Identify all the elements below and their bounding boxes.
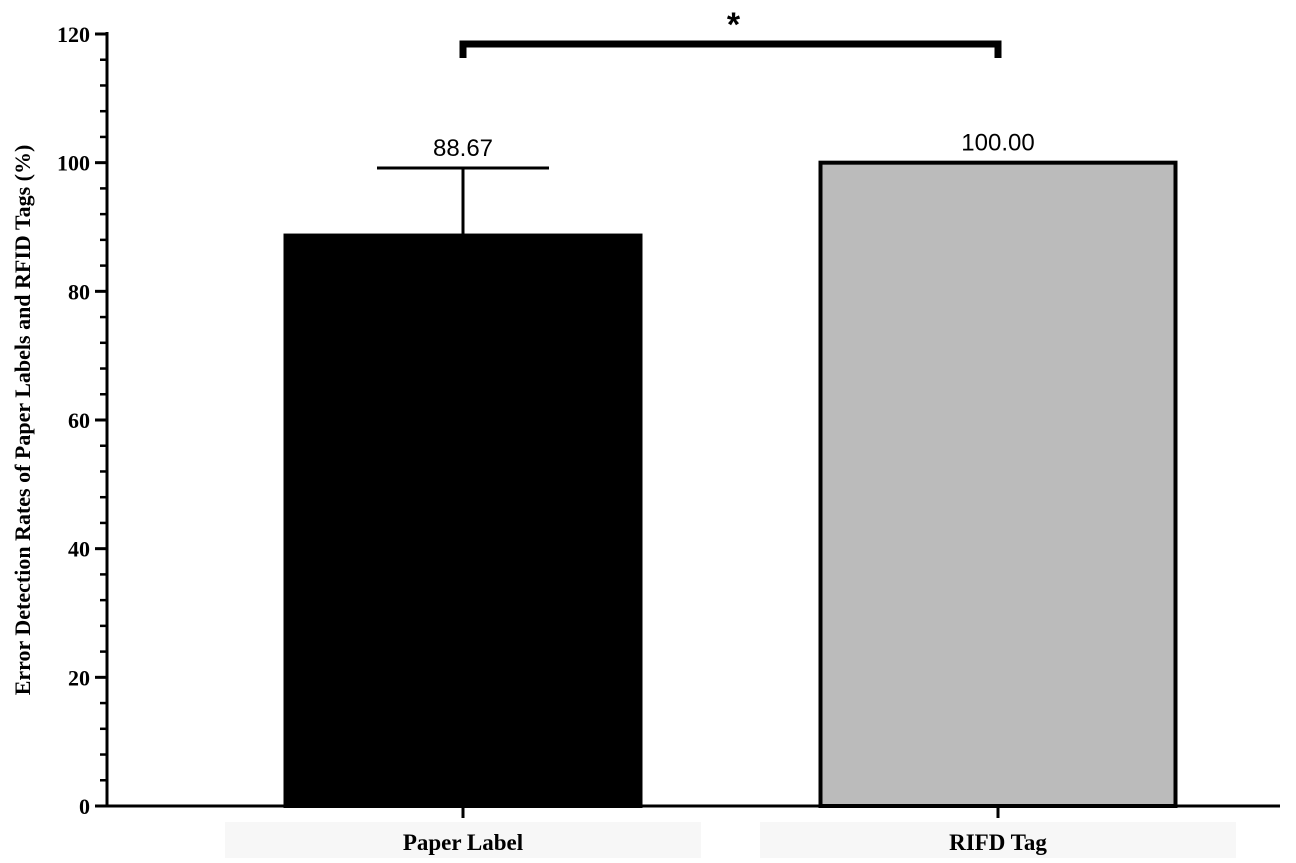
axes [95,32,1280,818]
y-tick-label: 60 [68,408,90,433]
y-tick-label: 80 [68,279,90,304]
y-tick-label: 20 [68,665,90,690]
x-tick-label: Paper Label [403,830,523,855]
y-axis-label: Error Detection Rates of Paper Labels an… [10,145,35,696]
category-label-bg [225,822,701,858]
y-tick-label: 0 [79,794,90,819]
bar-rifd-tag [818,160,1178,808]
data-label: 88.67 [433,135,493,162]
significance-bracket [459,40,1002,58]
error-bars [377,166,549,236]
bars [283,160,1178,808]
significance-label: * [727,6,741,44]
category-label-backgrounds [225,822,1236,858]
data-label: 100.00 [961,130,1034,157]
y-tick-label: 40 [68,537,90,562]
category-label-bg [760,822,1236,858]
y-tick-label: 100 [57,151,90,176]
chart-text: 0 20 40 60 80 100 120 Paper Label RIFD Tag 88.67 1… [10,6,1047,855]
bar-paper-label [283,233,643,808]
x-tick-label: RIFD Tag [949,830,1047,855]
y-tick-label: 120 [57,22,90,47]
